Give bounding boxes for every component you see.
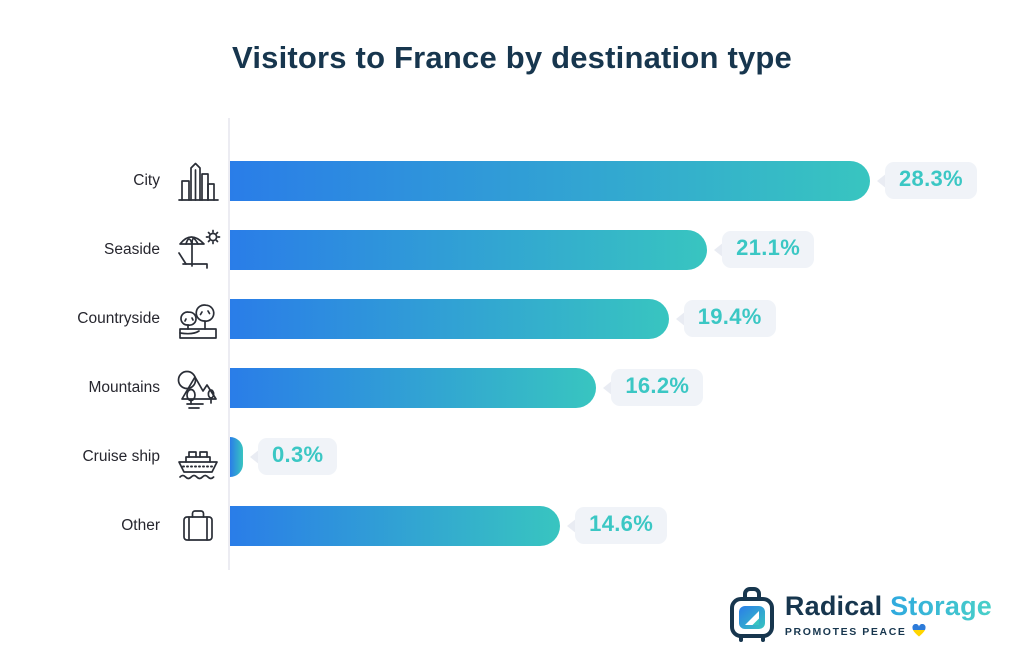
- category-label-mountains: Mountains: [88, 378, 160, 396]
- bar-city: [230, 160, 870, 201]
- value-badge-pointer: [567, 517, 578, 534]
- bar-track-cruise-ship: 0.3%: [230, 422, 1024, 491]
- bar-mountains: [230, 367, 597, 408]
- page-title: Visitors to France by destination type: [232, 40, 792, 75]
- countryside-icon: [166, 295, 230, 343]
- value-badge-pointer: [675, 310, 686, 327]
- value-label-seaside: 21.1%: [722, 231, 815, 268]
- bar-seaside: [230, 229, 708, 270]
- bar-cruise-ship: [230, 436, 243, 477]
- bar-track-mountains: 16.2%: [230, 353, 1024, 422]
- value-badge-mountains: 16.2%: [603, 369, 704, 406]
- value-label-other: 14.6%: [575, 507, 668, 544]
- bar-chart: City 28.3% Seaside 21.1% Countryside: [0, 146, 1024, 560]
- category-label-countryside: Countryside: [77, 309, 160, 327]
- bar-track-city: 28.3%: [230, 146, 1024, 215]
- logo-wordmark: Radical Storage: [784, 590, 992, 621]
- category-label-other: Other: [121, 516, 160, 534]
- value-label-countryside: 19.4%: [683, 300, 776, 337]
- logo-tagline-text: PROMOTES PEACE: [784, 625, 907, 638]
- radical-storage-logo: Radical Storage PROMOTES PEACE: [728, 585, 992, 647]
- cruise-ship-icon: [166, 433, 230, 481]
- value-badge-other: 14.6%: [567, 507, 668, 544]
- chart-row-countryside: Countryside 19.4%: [0, 284, 1024, 353]
- value-badge-city: 28.3%: [877, 162, 977, 199]
- value-badge-countryside: 19.4%: [675, 300, 776, 337]
- bar-track-countryside: 19.4%: [230, 284, 1024, 353]
- category-label-seaside: Seaside: [103, 240, 160, 258]
- mountains-icon: [166, 364, 230, 412]
- chart-row-city: City 28.3%: [0, 146, 1024, 215]
- chart-row-other: Other 14.6%: [0, 491, 1024, 560]
- city-icon: [166, 157, 230, 205]
- logo-word-radical: Radical: [784, 590, 883, 621]
- value-label-city: 28.3%: [885, 162, 977, 199]
- category-label-cruise-ship: Cruise ship: [82, 447, 160, 465]
- chart-rows: City 28.3% Seaside 21.1% Countryside: [0, 146, 1024, 560]
- axis-baseline: [228, 118, 230, 570]
- other-icon: [166, 502, 230, 550]
- value-badge-pointer: [714, 241, 725, 258]
- value-label-mountains: 16.2%: [611, 369, 704, 406]
- bar-countryside: [230, 298, 669, 339]
- suitcase-logo-icon: [728, 585, 776, 647]
- value-label-cruise-ship: 0.3%: [258, 438, 338, 475]
- chart-row-cruise-ship: Cruise ship 0.3%: [0, 422, 1024, 491]
- value-badge-pointer: [250, 448, 260, 465]
- bar-track-seaside: 21.1%: [230, 215, 1024, 284]
- ukraine-heart-icon: [911, 623, 926, 640]
- value-badge-seaside: 21.1%: [714, 231, 815, 268]
- value-badge-cruise-ship: 0.3%: [250, 438, 338, 475]
- seaside-icon: [166, 226, 230, 274]
- value-badge-pointer: [603, 379, 614, 396]
- bar-other: [230, 505, 561, 546]
- logo-word-storage: Storage: [890, 590, 992, 621]
- category-label-city: City: [133, 171, 160, 189]
- chart-row-seaside: Seaside 21.1%: [0, 215, 1024, 284]
- bar-track-other: 14.6%: [230, 491, 1024, 560]
- value-badge-pointer: [877, 172, 887, 189]
- chart-row-mountains: Mountains 16.2%: [0, 353, 1024, 422]
